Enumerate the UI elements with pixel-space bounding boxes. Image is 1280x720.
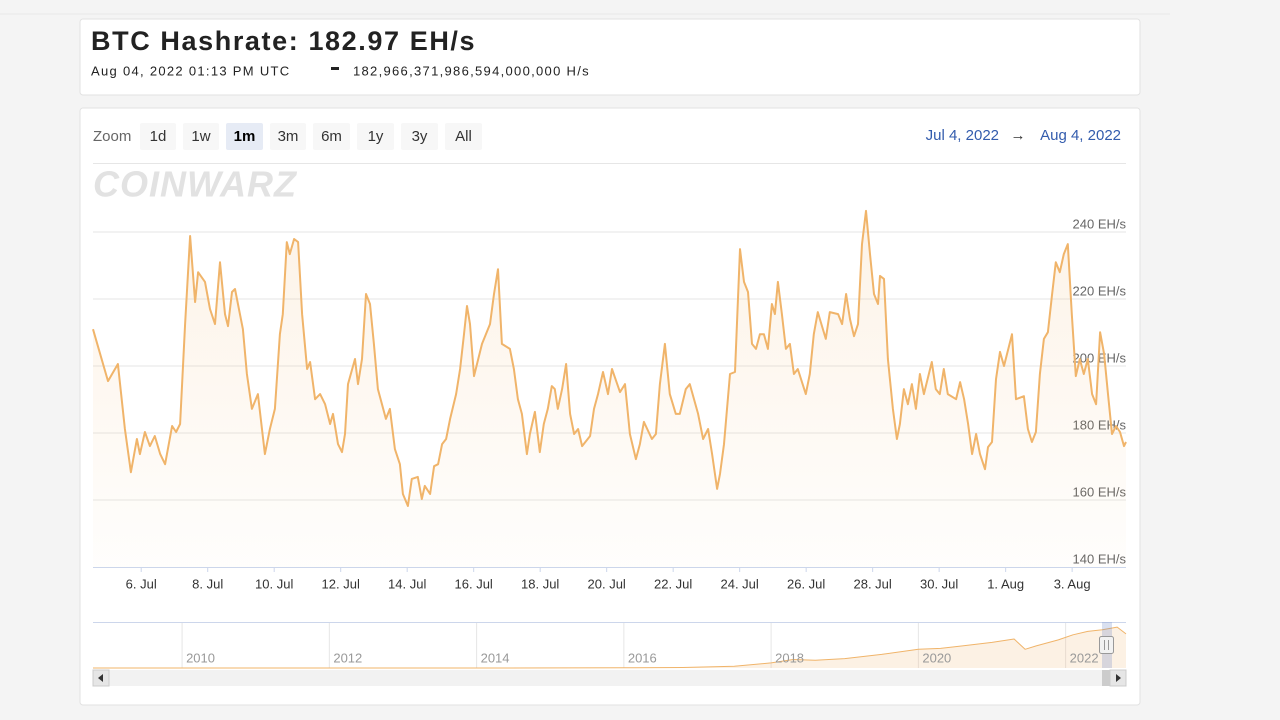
zoom-button-bg[interactable]: [270, 123, 306, 150]
zoom-button-label[interactable]: 6m: [321, 128, 342, 145]
navigator: 2010 2012 2014 2016 2018 2020 2022: [93, 622, 1127, 669]
navigator-handle[interactable]: [1099, 636, 1114, 654]
zoom-button[interactable]: 1w: [183, 123, 219, 150]
scrollbar-thumb[interactable]: [1102, 670, 1110, 686]
zoom-button-bg[interactable]: [401, 123, 438, 150]
navigator-tick-label: 2018: [775, 650, 804, 665]
navigator-tick-label: 2012: [333, 650, 362, 665]
zoom-button[interactable]: 1m: [226, 123, 263, 150]
x-tick-label: 1. Aug: [987, 576, 1024, 591]
x-tick-label: 8. Jul: [192, 576, 223, 591]
x-tick-label: 10. Jul: [255, 576, 293, 591]
zoom-buttons: 1d 1w 1m 3m 6m 1y 3y All: [140, 123, 482, 150]
navigator-tick-label: 2022: [1070, 650, 1099, 665]
zoom-button[interactable]: 1d: [140, 123, 176, 150]
hashrate-hs: 182,966,371,986,594,000,000 H/s: [353, 63, 590, 78]
zoom-button[interactable]: All: [445, 123, 482, 150]
zoom-button-bg[interactable]: [183, 123, 219, 150]
zoom-button-label[interactable]: 1w: [191, 128, 210, 145]
x-tick-label: 16. Jul: [455, 576, 493, 591]
area-fill: [93, 627, 1126, 668]
scrollbar-track[interactable]: [93, 670, 1126, 686]
range-to: Aug 4, 2022: [1040, 127, 1121, 144]
zoom-button[interactable]: 3m: [270, 123, 306, 150]
range-from: Jul 4, 2022: [926, 127, 999, 144]
x-tick-label: 6. Jul: [126, 576, 157, 591]
zoom-button[interactable]: 6m: [313, 123, 350, 150]
zoom-button-label[interactable]: 1y: [368, 128, 384, 145]
x-tick-label: 14. Jul: [388, 576, 426, 591]
zoom-button[interactable]: 3y: [401, 123, 438, 150]
x-tick-label: 12. Jul: [322, 576, 360, 591]
x-tick-label: 3. Aug: [1054, 576, 1091, 591]
x-tick-label: 30. Jul: [920, 576, 958, 591]
range-arrow: →: [1011, 127, 1026, 144]
main-chart: 140 EH/s160 EH/s180 EH/s200 EH/s220 EH/s…: [92, 209, 1127, 591]
header-card: [79, 18, 1141, 96]
navigator-tick-label: 2016: [628, 650, 657, 665]
x-tick-label: 20. Jul: [588, 576, 626, 591]
zoom-button-label[interactable]: 1m: [234, 128, 256, 145]
zoom-button-bg[interactable]: [140, 123, 176, 150]
zoom-button[interactable]: 1y: [357, 123, 394, 150]
x-tick-label: 22. Jul: [654, 576, 692, 591]
arrow-left: [98, 674, 103, 682]
x-tick-label: 24. Jul: [721, 576, 759, 591]
page-title: BTC Hashrate: 182.97 EH/s: [91, 26, 476, 56]
y-tick-label: 220 EH/s: [1073, 283, 1127, 298]
x-tick-label: 28. Jul: [853, 576, 891, 591]
zoom-label: Zoom: [93, 128, 131, 145]
zoom-button-bg[interactable]: [357, 123, 394, 150]
x-tick-label: 18. Jul: [521, 576, 559, 591]
zoom-button-bg[interactable]: [313, 123, 350, 150]
zoom-button-bg[interactable]: [445, 123, 482, 150]
navigator-tick-label: 2014: [481, 650, 510, 665]
zoom-button-bg[interactable]: [226, 123, 263, 150]
zoom-button-label[interactable]: 3y: [412, 128, 428, 145]
arrow-right: [1116, 674, 1121, 682]
timestamp: Aug 04, 2022 01:13 PM UTC: [91, 63, 290, 78]
x-tick-label: 26. Jul: [787, 576, 825, 591]
watermark: COINWARZ: [93, 164, 298, 205]
y-tick-label: 240 EH/s: [1073, 216, 1127, 231]
line: [92, 209, 1127, 507]
navigator-tick-label: 2010: [186, 650, 215, 665]
zoom-button-label[interactable]: 1d: [150, 128, 167, 145]
navigator-tick-label: 2020: [922, 650, 951, 665]
zoom-button-label[interactable]: 3m: [278, 128, 299, 145]
line: [93, 626, 1127, 669]
zoom-button-label[interactable]: All: [455, 128, 472, 145]
separator: [331, 67, 339, 70]
